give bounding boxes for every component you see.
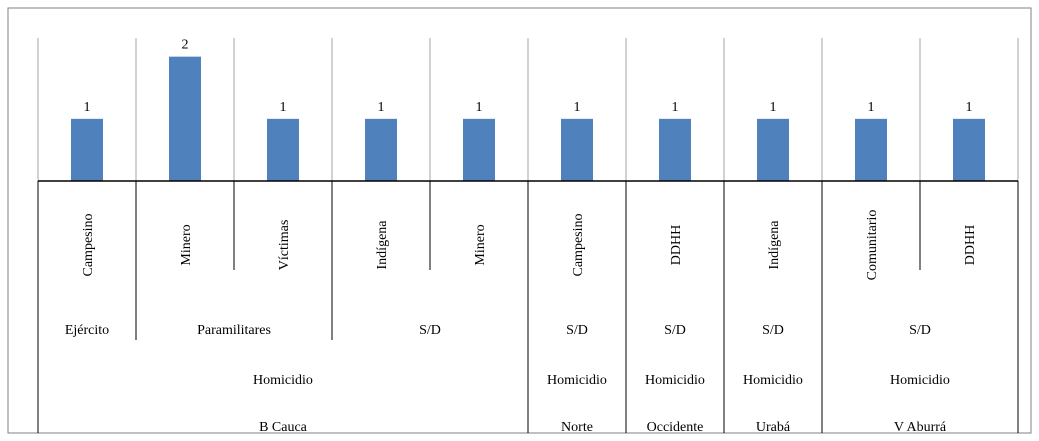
data-label: 1 <box>770 100 777 115</box>
data-label: 1 <box>966 100 973 115</box>
bar <box>71 118 103 181</box>
group-label: S/D <box>762 323 784 338</box>
type-label: Homicidio <box>253 373 313 388</box>
category-label: Campesino <box>81 214 96 277</box>
type-label: Homicidio <box>645 373 705 388</box>
data-label: 1 <box>84 100 91 115</box>
bar <box>365 118 397 181</box>
bar <box>855 118 887 181</box>
data-label: 1 <box>868 100 875 115</box>
category-labels: Campesino Minero Víctimas Indígena Minero Cam… <box>81 210 978 281</box>
region-label: Norte <box>561 420 593 435</box>
category-label: Indígena <box>767 220 782 270</box>
data-label: 1 <box>378 100 385 115</box>
data-label: 2 <box>182 38 189 53</box>
type-label: Homicidio <box>890 373 950 388</box>
group-label: Paramilitares <box>197 323 271 338</box>
data-label: 1 <box>672 100 679 115</box>
region-label: Urabá <box>756 420 791 435</box>
category-label: Víctimas <box>277 220 292 271</box>
group-label: S/D <box>664 323 686 338</box>
type-label: Homicidio <box>743 373 803 388</box>
data-label: 1 <box>574 100 581 115</box>
category-label: Comunitario <box>865 210 880 281</box>
group-label: S/D <box>419 323 441 338</box>
group-label: S/D <box>909 323 931 338</box>
group-labels: Ejército Paramilitares S/D S/D S/D S/D S/D Homi… <box>65 323 950 435</box>
category-label: Minero <box>473 224 488 265</box>
bar <box>953 118 985 181</box>
bar <box>757 118 789 181</box>
region-label: V Aburrá <box>894 420 947 435</box>
category-label: Campesino <box>571 214 586 277</box>
data-label: 1 <box>476 100 483 115</box>
bar <box>169 56 201 181</box>
region-label: Occidente <box>647 420 704 435</box>
category-label: Indígena <box>375 220 390 270</box>
region-label: B Cauca <box>259 420 308 435</box>
bar <box>267 118 299 181</box>
group-label: S/D <box>566 323 588 338</box>
bars <box>71 56 985 181</box>
bar <box>463 118 495 181</box>
category-label: DDHH <box>669 225 684 265</box>
bar <box>561 118 593 181</box>
category-label: DDHH <box>963 225 978 265</box>
bar <box>659 118 691 181</box>
data-labels: 1 2 1 1 1 1 1 1 1 1 <box>84 38 973 115</box>
data-label: 1 <box>280 100 287 115</box>
group-label: Ejército <box>65 323 109 338</box>
category-axis <box>37 180 1019 433</box>
gridlines <box>37 38 1019 181</box>
category-label: Minero <box>179 224 194 265</box>
type-label: Homicidio <box>547 373 607 388</box>
